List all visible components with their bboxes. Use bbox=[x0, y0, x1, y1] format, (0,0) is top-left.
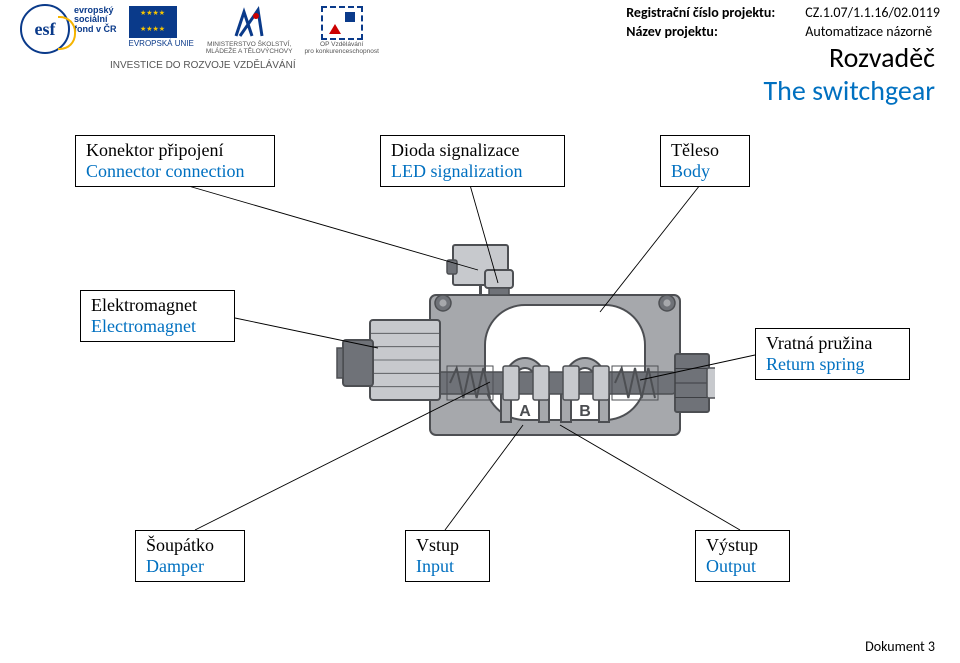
msmt-logo bbox=[232, 6, 266, 40]
logo-strip: esf evropský sociální fond v ČR EVROPSKÁ… bbox=[20, 4, 379, 56]
label-input-cz: Vstup bbox=[416, 535, 479, 556]
label-damper: ŠoupátkoDamper bbox=[135, 530, 245, 582]
label-input-en: Input bbox=[416, 556, 479, 577]
label-output-cz: Výstup bbox=[706, 535, 779, 556]
label-led: Dioda signalizaceLED signalization bbox=[380, 135, 565, 187]
label-connector-cz: Konektor připojení bbox=[86, 140, 264, 161]
page-title-en: The switchgear bbox=[763, 73, 935, 108]
eu-caption: EVROPSKÁ UNIE bbox=[129, 39, 194, 48]
doc-footer: Dokument 3 bbox=[865, 638, 935, 655]
label-electromagnet-en: Electromagnet bbox=[91, 316, 224, 337]
label-body-en: Body bbox=[671, 161, 739, 182]
msmt-caption: MINISTERSTVO ŠKOLSTVÍ, MLÁDEŽE A TĚLOVÝC… bbox=[206, 42, 293, 56]
eu-logo-block: EVROPSKÁ UNIE bbox=[129, 4, 194, 48]
label-connector-en: Connector connection bbox=[86, 161, 264, 182]
op-caption: OP Vzdělávání pro konkurenceschopnost bbox=[304, 42, 378, 56]
op-logo bbox=[321, 6, 363, 40]
label-output-en: Output bbox=[706, 556, 779, 577]
label-electromagnet-cz: Elektromagnet bbox=[91, 295, 224, 316]
op-logo-block: OP Vzdělávání pro konkurenceschopnost bbox=[304, 4, 378, 56]
valve-drawing: AB bbox=[335, 240, 715, 460]
page-title-block: Rozvaděč The switchgear bbox=[763, 40, 935, 108]
label-spring: Vratná pružinaReturn spring bbox=[755, 328, 910, 380]
label-spring-cz: Vratná pružina bbox=[766, 333, 899, 354]
header-field-values: CZ.1.07/1.1.16/02.0119 Automatizace názo… bbox=[805, 4, 940, 42]
name-value: Automatizace názorně bbox=[805, 23, 940, 42]
label-body-cz: Těleso bbox=[671, 140, 739, 161]
label-led-cz: Dioda signalizace bbox=[391, 140, 554, 161]
valve-svg: AB bbox=[335, 240, 715, 460]
esf-logo: esf bbox=[20, 4, 70, 54]
header-field-labels: Registrační číslo projektu: Název projek… bbox=[626, 4, 775, 42]
svg-text:B: B bbox=[579, 403, 591, 420]
eu-flag-icon bbox=[129, 6, 177, 38]
label-body: TělesoBody bbox=[660, 135, 750, 187]
reg-label: Registrační číslo projektu: bbox=[626, 4, 775, 23]
label-led-en: LED signalization bbox=[391, 161, 554, 182]
invest-slogan: INVESTICE DO ROZVOJE VZDĚLÁVÁNÍ bbox=[110, 60, 296, 71]
msmt-logo-block: MINISTERSTVO ŠKOLSTVÍ, MLÁDEŽE A TĚLOVÝC… bbox=[206, 4, 293, 56]
label-input: VstupInput bbox=[405, 530, 490, 582]
esf-caption: evropský sociální fond v ČR bbox=[74, 6, 117, 34]
label-spring-en: Return spring bbox=[766, 354, 899, 375]
label-damper-en: Damper bbox=[146, 556, 234, 577]
header-right: Registrační číslo projektu: Název projek… bbox=[626, 4, 940, 42]
reg-value: CZ.1.07/1.1.16/02.0119 bbox=[805, 4, 940, 23]
name-label: Název projektu: bbox=[626, 23, 775, 42]
esf-logo-block: esf evropský sociální fond v ČR bbox=[20, 4, 117, 54]
svg-text:A: A bbox=[519, 403, 531, 420]
label-damper-cz: Šoupátko bbox=[146, 535, 234, 556]
label-output: VýstupOutput bbox=[695, 530, 790, 582]
page-title-cz: Rozvaděč bbox=[763, 40, 935, 75]
label-connector: Konektor připojeníConnector connection bbox=[75, 135, 275, 187]
label-electromagnet: ElektromagnetElectromagnet bbox=[80, 290, 235, 342]
